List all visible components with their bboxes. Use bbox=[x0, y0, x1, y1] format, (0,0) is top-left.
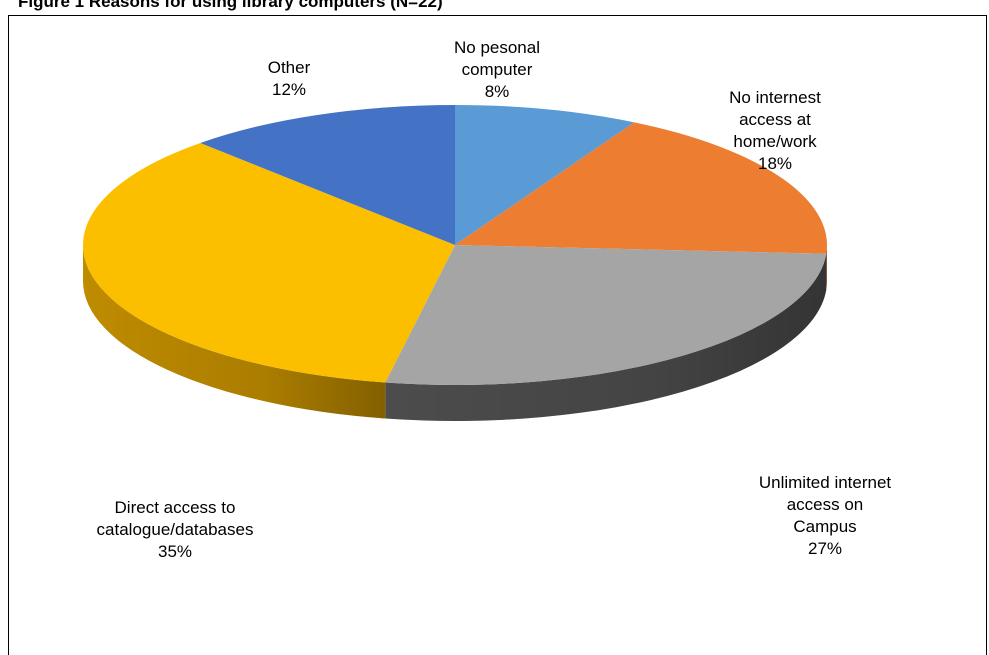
pie-side-shade-2 bbox=[385, 253, 827, 421]
pie-slice-3 bbox=[83, 142, 456, 383]
pie-side-shade-3 bbox=[83, 245, 386, 419]
slice-label-3: Direct access to catalogue/databases 35% bbox=[97, 498, 254, 561]
pie-side-shade-1 bbox=[826, 245, 827, 290]
slice-label-1: No internest access at home/work 18% bbox=[729, 88, 821, 173]
figure-title: Figure 1 Reasons for using library compu… bbox=[18, 0, 443, 11]
slice-label-0: No pesonal computer 8% bbox=[454, 38, 540, 101]
pie-sides bbox=[83, 245, 827, 421]
pie-slice-2 bbox=[385, 245, 827, 385]
pie-slices bbox=[83, 105, 827, 385]
pie-slice-4 bbox=[200, 105, 455, 245]
pie-slice-1 bbox=[455, 122, 827, 254]
pie-labels: No pesonal computer 8% No internest access a… bbox=[97, 38, 892, 561]
slice-label-4: Other 12% bbox=[268, 58, 311, 99]
pie-slice-0 bbox=[455, 105, 635, 245]
chart-frame bbox=[8, 15, 987, 655]
slice-label-2: Unlimited internet access on Campus 27% bbox=[759, 473, 892, 558]
